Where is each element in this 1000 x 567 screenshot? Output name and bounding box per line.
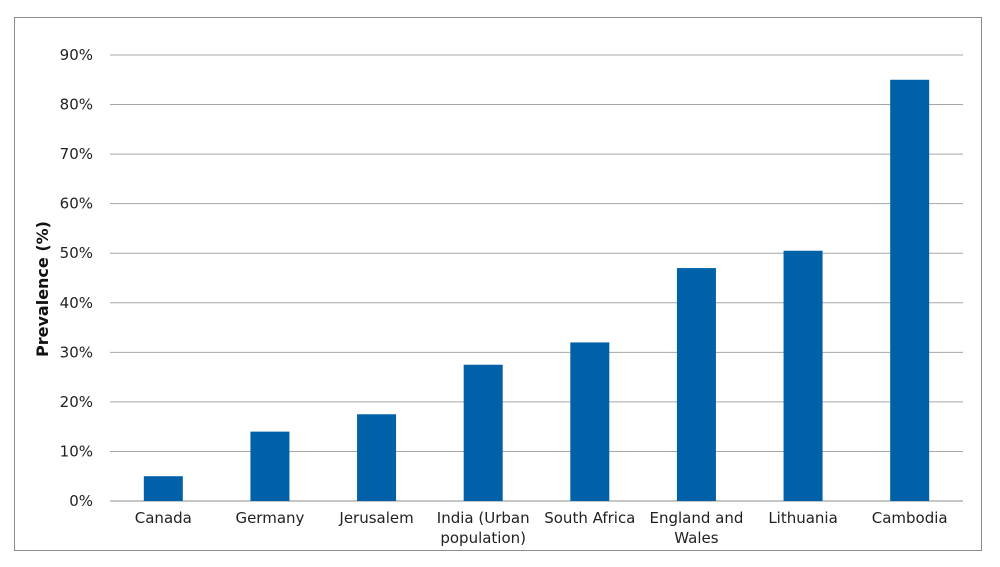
y-tick-label: 0%	[69, 492, 93, 510]
bar	[676, 268, 716, 501]
y-axis-ticks: 0% 10% 20% 30% 40% 50% 60% 70% 80% 90%	[60, 46, 93, 510]
bar	[570, 342, 610, 501]
bar	[783, 250, 823, 501]
x-tick-label: England and Wales	[649, 509, 743, 547]
x-tick-label: Jerusalem	[338, 509, 413, 527]
y-tick-label: 20%	[60, 393, 93, 411]
x-tick-label: India (Urban population)	[437, 509, 530, 547]
x-axis-ticks: Canada Germany Jerusalem India (Urban popula…	[135, 509, 948, 547]
y-tick-label: 50%	[60, 244, 93, 262]
bar	[357, 414, 397, 501]
y-tick-label: 80%	[60, 96, 93, 114]
x-tick-label: Cambodia	[872, 509, 948, 527]
x-tick-label: Germany	[235, 509, 304, 527]
y-tick-label: 10%	[60, 442, 93, 460]
y-axis-label: Prevalence (%)	[33, 221, 52, 357]
y-tick-label: 60%	[60, 195, 93, 213]
bars	[143, 79, 930, 502]
y-tick-label: 90%	[60, 46, 93, 64]
bar	[463, 364, 503, 501]
x-tick-label: Canada	[135, 509, 192, 527]
bar	[890, 79, 930, 502]
bar	[143, 476, 183, 501]
y-tick-label: 70%	[60, 145, 93, 163]
y-tick-label: 30%	[60, 343, 93, 361]
x-tick-label: South Africa	[544, 509, 635, 527]
bar	[250, 431, 290, 501]
y-tick-label: 40%	[60, 294, 93, 312]
x-tick-label: Lithuania	[768, 509, 837, 527]
gridlines	[110, 54, 963, 502]
